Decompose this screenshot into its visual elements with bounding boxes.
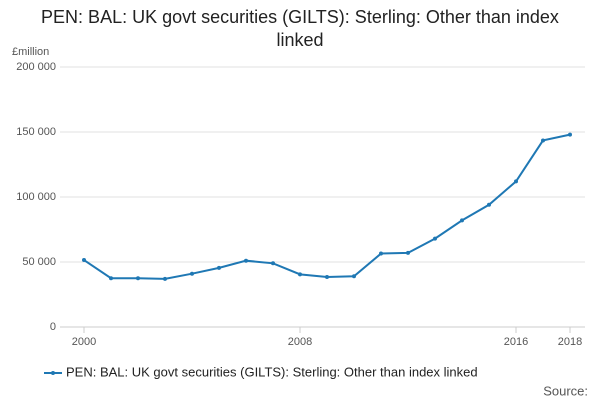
point <box>514 179 518 184</box>
legend-marker <box>51 371 55 375</box>
point <box>136 276 140 281</box>
x-tick-label: 2018 <box>558 336 582 348</box>
point <box>433 236 437 241</box>
point <box>271 261 275 266</box>
point <box>109 276 113 281</box>
point <box>190 271 194 276</box>
point <box>325 274 329 279</box>
point <box>352 274 356 279</box>
legend-label: PEN: BAL: UK govt securities (GILTS): St… <box>66 364 478 379</box>
y-axis-label: £million <box>12 46 49 58</box>
point <box>379 251 383 256</box>
point <box>298 272 302 277</box>
point <box>487 202 491 207</box>
point <box>217 265 221 270</box>
x-tick-label: 2000 <box>72 336 96 348</box>
point <box>406 250 410 255</box>
point <box>163 276 167 281</box>
point <box>82 258 86 263</box>
y-tick-label: 50 000 <box>22 256 56 268</box>
point <box>244 258 248 263</box>
x-tick-label: 2008 <box>288 336 312 348</box>
point <box>541 138 545 143</box>
point <box>460 218 464 223</box>
y-tick-label: 150 000 <box>16 126 56 138</box>
line <box>83 133 571 280</box>
y-tick-label: 0 <box>50 321 56 333</box>
source: Source: <box>543 383 588 398</box>
chart-title: PEN: BAL: UK govt securities (GILTS): St… <box>41 7 559 50</box>
y-tick-label: 200 000 <box>16 61 56 73</box>
y-tick-label: 100 000 <box>16 191 56 203</box>
x-tick-label: 2016 <box>504 336 528 348</box>
point <box>568 132 572 137</box>
